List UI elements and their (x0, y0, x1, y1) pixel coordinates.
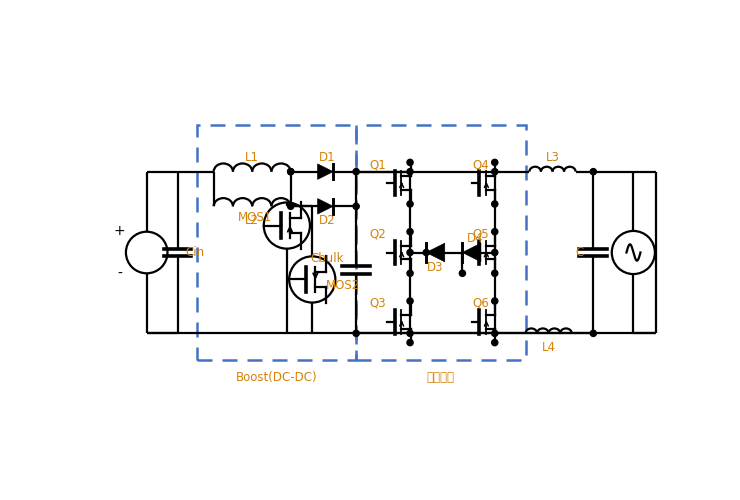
Circle shape (288, 168, 294, 174)
Circle shape (491, 340, 498, 345)
Circle shape (407, 228, 413, 235)
Text: D1: D1 (319, 152, 335, 164)
Text: Q6: Q6 (473, 297, 489, 310)
Text: Boost(DC-DC): Boost(DC-DC) (235, 370, 317, 384)
Circle shape (491, 250, 498, 256)
Text: MOS1: MOS1 (238, 212, 272, 224)
Circle shape (491, 201, 498, 207)
Circle shape (491, 330, 498, 336)
Circle shape (491, 270, 498, 276)
Circle shape (423, 250, 429, 256)
Text: L3: L3 (545, 152, 559, 164)
Circle shape (407, 298, 413, 304)
Circle shape (491, 168, 498, 174)
Text: Q2: Q2 (369, 228, 386, 240)
Circle shape (460, 270, 465, 276)
Circle shape (407, 330, 413, 336)
Circle shape (407, 160, 413, 166)
Text: L4: L4 (542, 340, 556, 353)
Text: Cin: Cin (185, 246, 204, 259)
Circle shape (491, 298, 498, 304)
Circle shape (407, 168, 413, 174)
Circle shape (353, 330, 359, 336)
Circle shape (407, 340, 413, 345)
Polygon shape (317, 198, 333, 214)
Text: Q4: Q4 (473, 158, 489, 171)
Polygon shape (426, 244, 445, 262)
Text: D3: D3 (427, 262, 444, 274)
Text: +: + (114, 224, 126, 238)
Polygon shape (462, 244, 481, 262)
Text: Q3: Q3 (369, 297, 386, 310)
Circle shape (591, 168, 596, 174)
Circle shape (407, 250, 413, 256)
Circle shape (491, 228, 498, 235)
Polygon shape (317, 164, 333, 180)
Circle shape (353, 168, 359, 174)
Text: L1: L1 (245, 152, 259, 164)
Text: Q1: Q1 (369, 158, 386, 171)
Circle shape (288, 203, 294, 209)
Circle shape (591, 330, 596, 336)
Text: MOS2: MOS2 (326, 279, 360, 292)
Text: D2: D2 (319, 214, 335, 226)
Circle shape (353, 203, 359, 209)
Text: Q5: Q5 (473, 228, 489, 240)
Circle shape (288, 168, 294, 174)
Circle shape (491, 160, 498, 166)
Circle shape (407, 270, 413, 276)
Text: L2: L2 (245, 214, 259, 226)
Text: C: C (575, 246, 584, 259)
Text: Cbulk: Cbulk (310, 252, 343, 265)
Text: -: - (118, 267, 122, 281)
Text: 逆变电路: 逆变电路 (427, 370, 455, 384)
Text: D4: D4 (467, 232, 484, 245)
Circle shape (407, 201, 413, 207)
